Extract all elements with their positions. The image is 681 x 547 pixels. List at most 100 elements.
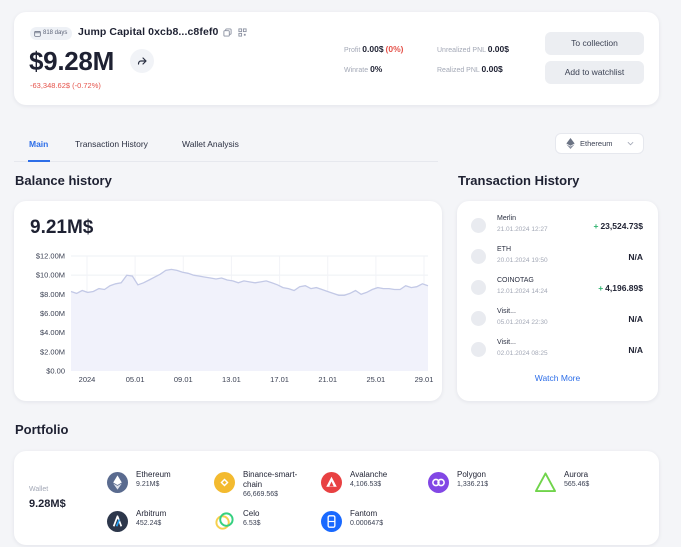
tab-main[interactable]: Main — [29, 139, 49, 149]
asset-arbitrum[interactable]: Arbitrum 452.24$ — [107, 507, 207, 537]
network-selected: Ethereum — [580, 139, 613, 148]
aurora-icon — [535, 472, 556, 493]
transaction-row[interactable]: Merlin 21.01.2024 12:27 +23,524.73$ — [471, 213, 647, 239]
token-avatar — [471, 249, 486, 264]
tab-wallet-analysis[interactable]: Wallet Analysis — [182, 139, 239, 149]
tx-date: 20.01.2024 19:50 — [497, 257, 548, 264]
asset-avalanche[interactable]: Avalanche 4,106.53$ — [321, 468, 421, 498]
tx-date: 12.01.2024 14:24 — [497, 288, 548, 295]
total-balance: $9.28M — [29, 46, 114, 76]
qr-code-icon[interactable] — [238, 28, 247, 37]
wallet-age-badge: 818 days — [30, 27, 73, 40]
active-tab-indicator — [28, 160, 50, 162]
tx-plus-sign: + — [598, 283, 604, 293]
x-tick-label: 09.01 — [174, 375, 193, 384]
y-tick-label: $2.00M — [40, 347, 65, 356]
asset-value: 4,106.53$ — [350, 481, 382, 488]
profit-value: 0.00$ — [362, 44, 384, 54]
chart-area — [71, 269, 428, 371]
x-tick-label: 13.01 — [222, 375, 241, 384]
balance-current: 9.21M$ — [30, 217, 94, 238]
token-avatar — [471, 218, 486, 233]
asset-aurora[interactable]: Aurora 565.46$ — [535, 468, 635, 498]
asset-value: 1,336.21$ — [457, 481, 489, 488]
transaction-history-title: Transaction History — [458, 173, 580, 188]
tabs-divider — [14, 161, 438, 162]
asset-celo[interactable]: Celo 6.53$ — [214, 507, 314, 537]
portfolio-title: Portfolio — [15, 422, 69, 437]
tx-name: Visit... — [497, 308, 516, 315]
tab-transaction-history[interactable]: Transaction History — [75, 139, 148, 149]
wallet-label: Wallet — [29, 486, 49, 493]
realized-pnl-stat: Realized PNL 0.00$ — [437, 64, 503, 74]
calendar-icon — [34, 31, 41, 37]
asset-name: Fantom — [350, 509, 378, 518]
share-icon — [137, 57, 147, 65]
unrealized-value: 0.00$ — [487, 44, 509, 54]
to-collection-button[interactable]: To collection — [545, 32, 644, 55]
asset-polygon[interactable]: Polygon 1,336.21$ — [428, 468, 528, 498]
transaction-row[interactable]: Visit... 02.01.2024 08:25 N/A — [471, 337, 647, 363]
profit-pct: (0%) — [385, 44, 404, 54]
asset-ethereum[interactable]: Ethereum 9.21M$ — [107, 468, 207, 498]
winrate-label: Winrate — [344, 67, 369, 74]
token-avatar — [471, 342, 486, 357]
ethereum-icon — [566, 138, 575, 149]
x-tick-label: 21.01 — [318, 375, 337, 384]
winrate-stat: Winrate 0% — [344, 64, 382, 74]
tx-value: N/A — [626, 252, 643, 262]
add-to-watchlist-button[interactable]: Add to watchlist — [545, 61, 644, 84]
tx-name: ETH — [497, 246, 511, 253]
x-tick-label: 25.01 — [366, 375, 385, 384]
binance-icon — [214, 472, 235, 493]
x-tick-label: 05.01 — [126, 375, 145, 384]
balance-history-title: Balance history — [15, 173, 112, 188]
tx-date: 05.01.2024 22:30 — [497, 319, 548, 326]
profit-label: Profit — [344, 47, 361, 54]
wallet-age-text: 818 days — [43, 30, 68, 36]
chevron-down-icon — [627, 141, 633, 146]
network-select[interactable]: Ethereum — [555, 133, 644, 154]
asset-name: Ethereum — [136, 470, 171, 479]
y-tick-label: $8.00M — [40, 290, 65, 299]
asset-value: 565.46$ — [564, 481, 590, 488]
transaction-row[interactable]: COINOTAG 12.01.2024 14:24 +4,196.89$ — [471, 275, 647, 301]
x-tick-label: 29.01 — [415, 375, 434, 384]
x-tick-label: 17.01 — [270, 375, 289, 384]
tx-value: +23,524.73$ — [593, 221, 643, 231]
wallet-header-card: 818 days Jump Capital 0xcb8...c8fef0 $9.… — [14, 12, 659, 105]
share-button[interactable] — [130, 49, 154, 73]
tx-amount: N/A — [628, 252, 643, 262]
profit-stat: Profit 0.00$ (0%) — [344, 44, 403, 54]
tx-amount: N/A — [628, 345, 643, 355]
y-tick-label: $10.00M — [36, 271, 65, 280]
transaction-row[interactable]: Visit... 05.01.2024 22:30 N/A — [471, 306, 647, 332]
asset-value: 6.53$ — [243, 520, 261, 527]
watch-more-link[interactable]: Watch More — [534, 373, 581, 383]
asset-binance-smart-chain[interactable]: Binance-smart-chain 66,669.56$ — [214, 468, 319, 498]
avalanche-icon — [321, 472, 342, 493]
asset-fantom[interactable]: Fantom 0.000647$ — [321, 507, 421, 537]
tx-value: N/A — [626, 314, 643, 324]
winrate-value: 0% — [370, 64, 383, 74]
asset-name: Arbitrum — [136, 509, 167, 518]
y-tick-label: $4.00M — [40, 328, 65, 337]
portfolio-card: Wallet 9.28M$ Ethereum 9.21M$ Binance-sm… — [14, 451, 659, 545]
token-avatar — [471, 280, 486, 295]
tx-name: COINOTAG — [497, 277, 534, 284]
x-tick-label: 2024 — [79, 375, 96, 384]
copy-icon[interactable] — [223, 28, 232, 37]
realized-value: 0.00$ — [481, 64, 503, 74]
transaction-row[interactable]: ETH 20.01.2024 19:50 N/A — [471, 244, 647, 270]
realized-label: Realized PNL — [437, 67, 480, 74]
asset-name: Celo — [243, 509, 260, 518]
asset-value: 9.21M$ — [136, 481, 160, 488]
chart-series-line — [70, 268, 429, 296]
balance-chart-card: 9.21M$ $12.00M $10.00M $8.00M $6.00M $4.00M $… — [14, 201, 442, 401]
token-avatar — [471, 311, 486, 326]
y-tick-label: $12.00M — [36, 252, 65, 261]
balance-change: -63,348.62$ (-0.72%) — [30, 81, 101, 90]
celo-icon — [215, 512, 234, 530]
asset-name: Polygon — [457, 470, 486, 479]
asset-name: Aurora — [564, 470, 589, 479]
